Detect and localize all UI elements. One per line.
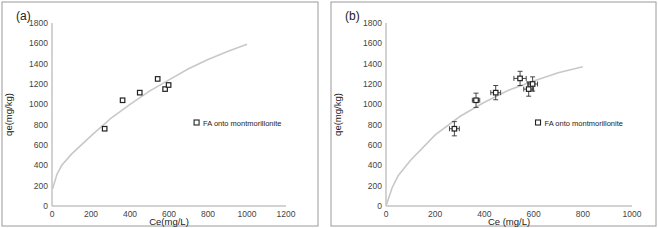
- data-point: [493, 90, 498, 95]
- y-tick-label: 400: [368, 160, 382, 170]
- x-axis: [386, 206, 632, 207]
- y-tick-label: 1000: [29, 99, 48, 109]
- y-error-bar: [518, 71, 523, 85]
- y-axis: [52, 23, 53, 206]
- x-tick-label: 1000: [238, 209, 257, 219]
- y-error-bar: [493, 86, 498, 100]
- legend-entry: FA onto montmorillonite: [536, 119, 623, 128]
- y-tick-label: 1800: [363, 18, 382, 28]
- data-point: [120, 98, 125, 103]
- y-tick-label: 200: [368, 181, 382, 191]
- legend-label: FA onto montmorillonite: [545, 119, 623, 128]
- y-tick-label: 0: [377, 201, 382, 211]
- legend-swatch: [194, 120, 199, 125]
- y-tick-label: 600: [368, 140, 382, 150]
- y-tick-label: 400: [34, 160, 48, 170]
- y-tick-label: 1800: [29, 18, 48, 28]
- plot-area: [53, 44, 247, 188]
- x-tick-label: 800: [201, 209, 215, 219]
- x-error-bar: [472, 98, 479, 103]
- x-tick-label: 200: [428, 209, 442, 219]
- plot-area: [386, 67, 583, 206]
- x-tick-label: 0: [50, 209, 55, 219]
- y-tick-label: 1200: [29, 79, 48, 89]
- x-error-bar: [514, 76, 526, 81]
- data-point: [155, 77, 160, 82]
- panel-label: (b): [345, 9, 360, 23]
- y-tick-label: 1400: [363, 59, 382, 69]
- data-point: [526, 87, 531, 92]
- y-tick-label: 200: [34, 181, 48, 191]
- y-axis-title: qe(mg/kg): [3, 93, 14, 136]
- fit-curve: [53, 44, 247, 188]
- legend-swatch: [536, 120, 541, 125]
- data-point: [530, 82, 535, 87]
- figure: 0 200 400 600 800 1000 1200 1400 1600 1800 0 200 400…: [0, 0, 658, 228]
- legend-entry: FA onto montmorillonite: [194, 119, 281, 128]
- data-point: [474, 98, 479, 103]
- y-tick-label: 800: [34, 120, 48, 130]
- y-error-bar: [530, 77, 535, 91]
- y-tick-label: 600: [34, 140, 48, 150]
- fit-curve: [386, 67, 583, 206]
- x-axis-title: Ce(mg/L): [149, 216, 189, 227]
- y-tick-label: 0: [43, 201, 48, 211]
- x-axis: [52, 206, 286, 207]
- legend-label: FA onto montmorillonite: [203, 119, 281, 128]
- x-tick-label: 1000: [623, 209, 642, 219]
- data-point: [166, 83, 171, 88]
- x-error-bar: [491, 90, 501, 95]
- chart-panel: 0 200 400 600 800 1000 1200 1400 1600 1800 0 200 400…: [2, 2, 318, 227]
- data-point: [138, 90, 143, 95]
- data-point: [102, 126, 107, 131]
- x-tick-label: 400: [123, 209, 137, 219]
- data-point: [452, 126, 457, 131]
- y-error-bar: [452, 122, 457, 136]
- x-axis-title: Ce (mg/L): [488, 216, 530, 227]
- y-axis: [386, 23, 387, 206]
- y-tick-label: 800: [368, 120, 382, 130]
- x-tick-label: 0: [384, 209, 389, 219]
- y-tick-label: 1600: [29, 38, 48, 48]
- y-axis-title: qe(mg/kg): [332, 93, 343, 136]
- chart-panel: 0200400600800100012001400160018000200400…: [331, 2, 656, 227]
- x-error-bar: [528, 82, 538, 87]
- panel-label: (a): [16, 9, 31, 23]
- panel-frame: [331, 2, 656, 226]
- panel-frame: [2, 2, 318, 226]
- x-tick-label: 800: [576, 209, 590, 219]
- y-tick-label: 1400: [29, 59, 48, 69]
- y-tick-label: 1200: [363, 79, 382, 89]
- y-tick-label: 1600: [363, 38, 382, 48]
- x-tick-label: 200: [84, 209, 98, 219]
- y-tick-label: 1000: [363, 99, 382, 109]
- x-error-bar: [449, 126, 459, 131]
- data-point: [518, 76, 523, 81]
- x-tick-label: 1200: [277, 209, 296, 219]
- y-error-bar: [474, 93, 479, 107]
